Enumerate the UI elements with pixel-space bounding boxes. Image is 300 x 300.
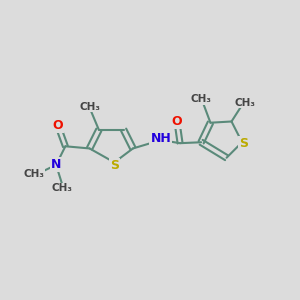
Text: O: O xyxy=(52,119,63,132)
Text: N: N xyxy=(51,158,61,171)
Text: CH₃: CH₃ xyxy=(80,102,101,112)
Text: CH₃: CH₃ xyxy=(190,94,212,104)
Text: O: O xyxy=(172,115,182,128)
Text: S: S xyxy=(239,137,248,150)
Text: NH: NH xyxy=(151,132,171,145)
Text: S: S xyxy=(110,159,119,172)
Text: CH₃: CH₃ xyxy=(52,183,73,194)
Text: CH₃: CH₃ xyxy=(23,169,44,179)
Text: CH₃: CH₃ xyxy=(234,98,255,108)
